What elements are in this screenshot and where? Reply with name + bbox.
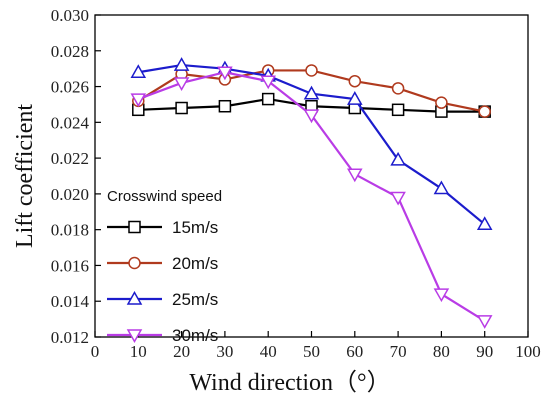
data-point [173, 57, 190, 71]
data-point [391, 103, 405, 117]
data-point [435, 96, 448, 109]
legend-marker [128, 220, 141, 234]
y-tick-label: 0.020 [51, 185, 89, 204]
x-tick-label: 40 [260, 342, 277, 361]
data-point [433, 180, 450, 195]
data-point [478, 105, 491, 118]
legend-marker [126, 329, 143, 344]
x-tick-label: 10 [130, 342, 147, 361]
plot-frame [94, 14, 529, 338]
y-tick-label: 0.026 [51, 78, 89, 97]
y-tick-label: 0.012 [51, 328, 89, 347]
data-point [347, 168, 363, 183]
legend-item: 30m/s [107, 326, 218, 345]
x-tick-label: 0 [91, 342, 100, 361]
data-point [347, 91, 363, 105]
x-tick-label: 90 [476, 342, 493, 361]
data-point [303, 109, 320, 124]
x-tick-label: 70 [390, 342, 407, 361]
y-tick-label: 0.016 [51, 256, 89, 275]
data-point [305, 64, 318, 77]
series-20m-s [132, 64, 491, 118]
data-point [390, 191, 406, 206]
y-tick-label: 0.022 [51, 149, 89, 168]
y-tick-label: 0.018 [51, 221, 89, 240]
series-30m-s [130, 66, 493, 329]
y-tick-label: 0.014 [51, 292, 90, 311]
data-point [260, 75, 276, 90]
legend-marker [126, 290, 143, 305]
x-tick-label: 50 [303, 342, 320, 361]
x-tick-label: 100 [515, 342, 541, 361]
legend-item: 20m/s [107, 254, 218, 273]
y-tick-label: 0.024 [51, 113, 90, 132]
data-point [217, 66, 233, 81]
data-point [175, 101, 188, 115]
x-tick-label: 30 [216, 342, 233, 361]
series-layer [130, 57, 493, 329]
y-tick-label: 0.028 [51, 42, 89, 61]
axis-ticks: 0 10 20 30 40 50 60 70 80 90 100 0.012 0.014 0.016 0.0… [51, 6, 541, 361]
legend-marker [128, 256, 141, 270]
data-point [476, 216, 493, 231]
data-point [130, 93, 147, 108]
data-point [130, 64, 147, 78]
y-axis-title: Lift coefficient [12, 104, 38, 248]
x-tick-label: 20 [173, 342, 190, 361]
data-point [476, 315, 493, 329]
legend-title: Crosswind speed [107, 188, 222, 205]
y-tick-label: 0.030 [51, 6, 89, 25]
legend-item: 25m/s [107, 290, 218, 309]
data-point [303, 85, 320, 100]
legend-item: 15m/s [107, 218, 218, 237]
legend-label: 15m/s [172, 218, 218, 237]
legend-label: 30m/s [172, 326, 218, 345]
data-point [261, 92, 275, 106]
legend: Crosswind speed 15m/s 20m/s 25m/s 30m/s [107, 188, 222, 345]
x-axis-title: Wind direction（°） [189, 370, 390, 396]
data-point [433, 288, 450, 303]
data-point [390, 151, 406, 166]
x-tick-label: 80 [433, 342, 450, 361]
data-point [218, 99, 232, 113]
legend-label: 25m/s [172, 290, 218, 309]
legend-label: 20m/s [172, 254, 218, 273]
data-point [391, 82, 405, 95]
data-point [348, 74, 362, 88]
x-tick-label: 60 [346, 342, 363, 361]
data-point [173, 77, 190, 92]
